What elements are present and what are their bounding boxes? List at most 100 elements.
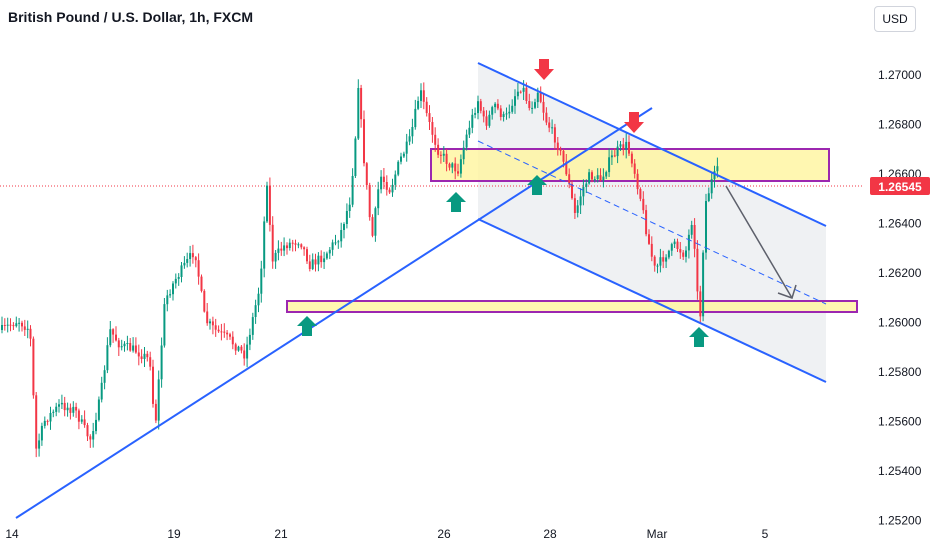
candle-body [60, 402, 63, 405]
candle [608, 148, 611, 177]
candle-body [317, 255, 320, 265]
candle-body [75, 406, 78, 411]
candle [630, 151, 633, 168]
candle-body [365, 163, 368, 185]
candle [209, 318, 211, 330]
candle-body [66, 407, 69, 411]
candle-body [645, 210, 648, 235]
candle [414, 99, 417, 130]
candle [211, 316, 214, 335]
candle [103, 365, 106, 390]
candle-body [112, 329, 115, 335]
candle [80, 415, 83, 424]
candle-body [3, 325, 6, 326]
x-tick-label: 19 [167, 527, 181, 541]
candle [169, 289, 172, 298]
candle [434, 127, 437, 152]
candle [628, 135, 630, 156]
candle-body [474, 113, 477, 115]
chart-title: British Pound / U.S. Dollar, 1h, FXCM [8, 9, 254, 25]
candle-body [642, 198, 645, 211]
candle [271, 216, 274, 269]
candle-body [271, 224, 274, 262]
candle-body [428, 113, 431, 122]
currency-button[interactable]: USD [874, 6, 916, 32]
candle-body [676, 241, 679, 249]
candle [303, 246, 306, 256]
candle-body [599, 175, 602, 181]
candle [126, 335, 129, 351]
candle-body [283, 245, 286, 251]
candle-body [422, 90, 425, 102]
candle [465, 129, 468, 151]
candle-body [237, 346, 240, 351]
candle-body [203, 290, 206, 312]
candle-body [582, 187, 585, 197]
candle-body [143, 353, 146, 359]
candle [494, 102, 497, 114]
candle-body [23, 326, 26, 330]
candle [437, 138, 440, 158]
candle-body [206, 311, 209, 324]
candle-body [482, 110, 485, 117]
candle-body [248, 334, 251, 345]
candle [49, 406, 52, 430]
candle-body [713, 171, 716, 180]
candle [705, 193, 707, 260]
candle-body [40, 425, 43, 441]
y-tick-label: 1.25200 [878, 514, 922, 528]
candle [573, 193, 576, 219]
candle-body [588, 172, 591, 184]
candle-body [126, 343, 129, 344]
ascending-trendline [15, 107, 653, 519]
candle-body [152, 366, 154, 404]
candle [69, 403, 72, 420]
candle [391, 178, 394, 197]
candle [659, 248, 662, 273]
candle-body [12, 325, 15, 327]
candle-body [420, 90, 422, 101]
candle-body [491, 107, 494, 115]
candle-body [496, 103, 499, 109]
candle [320, 250, 323, 268]
candle [556, 137, 559, 156]
candle [77, 408, 80, 430]
candle [343, 222, 345, 239]
candle-body [411, 127, 414, 137]
candle [667, 249, 670, 260]
candle [191, 244, 194, 264]
candle [633, 159, 636, 179]
candle-body [665, 257, 668, 262]
candle-body [548, 122, 551, 128]
candle-body [263, 221, 266, 269]
candle-body [479, 101, 482, 111]
candle [502, 111, 505, 122]
candle [591, 170, 593, 183]
candle [662, 250, 665, 269]
candle-body [685, 250, 687, 257]
candle [311, 253, 314, 271]
candle [52, 409, 55, 418]
candle-body [485, 116, 488, 126]
candle-body [573, 198, 576, 213]
candle [625, 133, 628, 159]
candle [89, 434, 92, 448]
candle [172, 281, 174, 301]
candle-body [189, 253, 192, 259]
candle [596, 168, 599, 183]
candle [226, 330, 229, 341]
candle-body [146, 353, 149, 358]
candle-body [382, 176, 385, 182]
x-tick-label: 5 [762, 527, 769, 541]
candle-body [514, 96, 516, 106]
candle [707, 187, 710, 203]
candle [516, 83, 519, 100]
candle [86, 422, 89, 441]
candle-body [106, 345, 109, 371]
candle [462, 140, 465, 165]
candle [425, 97, 428, 117]
candle-body [667, 250, 670, 258]
channel-midline [477, 140, 827, 305]
candle [137, 344, 140, 366]
